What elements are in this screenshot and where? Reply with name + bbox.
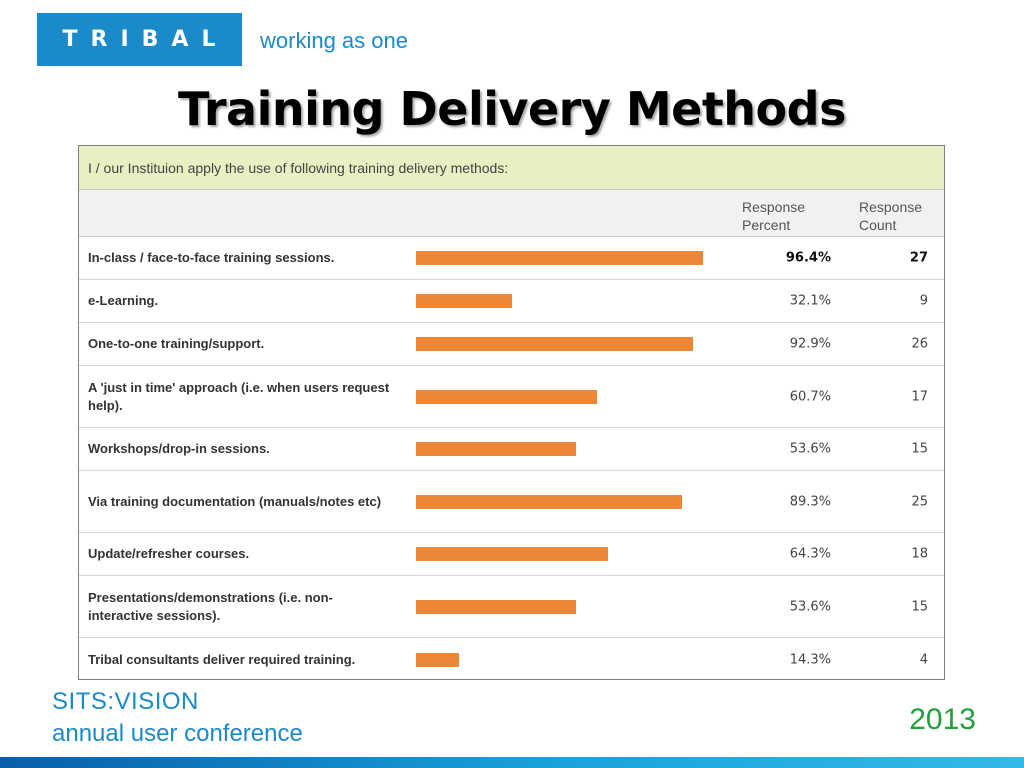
response-bar [416, 494, 682, 509]
brand-title: SITS:VISION [52, 688, 199, 715]
response-bar [416, 442, 576, 456]
response-count: 4 [919, 652, 928, 667]
row-label: e-Learning. [88, 293, 159, 308]
row-label: Update/refresher courses. [88, 546, 250, 561]
row-label: One-to-one training/support. [88, 336, 265, 351]
response-percent: 53.6% [789, 599, 831, 614]
response-percent: 89.3% [789, 494, 831, 509]
response-bar [416, 652, 459, 667]
response-percent: 92.9% [789, 336, 831, 352]
table-row: Update/refresher courses. 64.3% 18 [79, 533, 944, 576]
response-count: 26 [911, 336, 928, 352]
row-label: Presentations/demonstrations (i.e. non-i… [88, 589, 333, 623]
table-row: Via training documentation (manuals/note… [79, 471, 944, 533]
row-label: Workshops/drop-in sessions. [88, 441, 270, 456]
table-row: A 'just in time' approach (i.e. when use… [79, 366, 944, 428]
table-row: e-Learning. 32.1% 9 [79, 280, 944, 323]
table-row: Workshops/drop-in sessions. 53.6% 15 [79, 428, 944, 471]
brand-subtitle: annual user conference [52, 720, 303, 747]
tribal-logo: TRIBAL [37, 13, 242, 66]
survey-question: I / our Instituion apply the use of foll… [79, 146, 944, 190]
table-row: One-to-one training/support. 92.9% 26 [79, 323, 944, 366]
logo-text: TRIBAL [62, 27, 229, 52]
response-bar [416, 294, 512, 308]
response-percent-header: Response Percent [742, 199, 806, 233]
response-count: 17 [911, 389, 928, 404]
response-percent: 53.6% [789, 441, 831, 457]
survey-results-table: I / our Instituion apply the use of foll… [78, 145, 945, 680]
response-percent: 32.1% [789, 293, 831, 309]
response-bar [416, 251, 703, 265]
response-count: 25 [911, 494, 928, 509]
row-label: Via training documentation (manuals/note… [88, 493, 382, 509]
table-row: Presentations/demonstrations (i.e. non-i… [79, 576, 944, 638]
response-count-header: Response Count [859, 199, 923, 233]
response-bar [416, 599, 576, 614]
response-bar [416, 547, 608, 561]
table-row: Tribal consultants deliver required trai… [79, 638, 944, 679]
row-label: Tribal consultants deliver required trai… [88, 651, 356, 667]
table-header-row: Response Percent Response Count [79, 190, 944, 237]
response-count: 15 [911, 599, 928, 614]
bottom-stripe [0, 757, 1024, 768]
response-percent: 60.7% [789, 389, 831, 404]
response-count: 18 [911, 546, 928, 562]
conference-year: 2013 [909, 703, 976, 736]
conference-brand: SITS:VISION annual user conference [52, 688, 303, 748]
response-percent: 64.3% [789, 546, 831, 562]
response-count: 27 [909, 250, 928, 266]
response-count: 9 [919, 293, 928, 309]
response-percent: 96.4% [785, 250, 831, 266]
row-label: A 'just in time' approach (i.e. when use… [88, 379, 390, 413]
response-bar [416, 337, 693, 351]
response-percent: 14.3% [789, 652, 831, 667]
response-count: 15 [911, 441, 928, 457]
page-title: Training Delivery Methods [178, 82, 846, 136]
row-label: In-class / face-to-face training session… [88, 250, 335, 265]
tagline: working as one [260, 28, 408, 53]
table-body: In-class / face-to-face training session… [79, 237, 944, 679]
table-row: In-class / face-to-face training session… [79, 237, 944, 280]
response-bar [416, 389, 597, 404]
